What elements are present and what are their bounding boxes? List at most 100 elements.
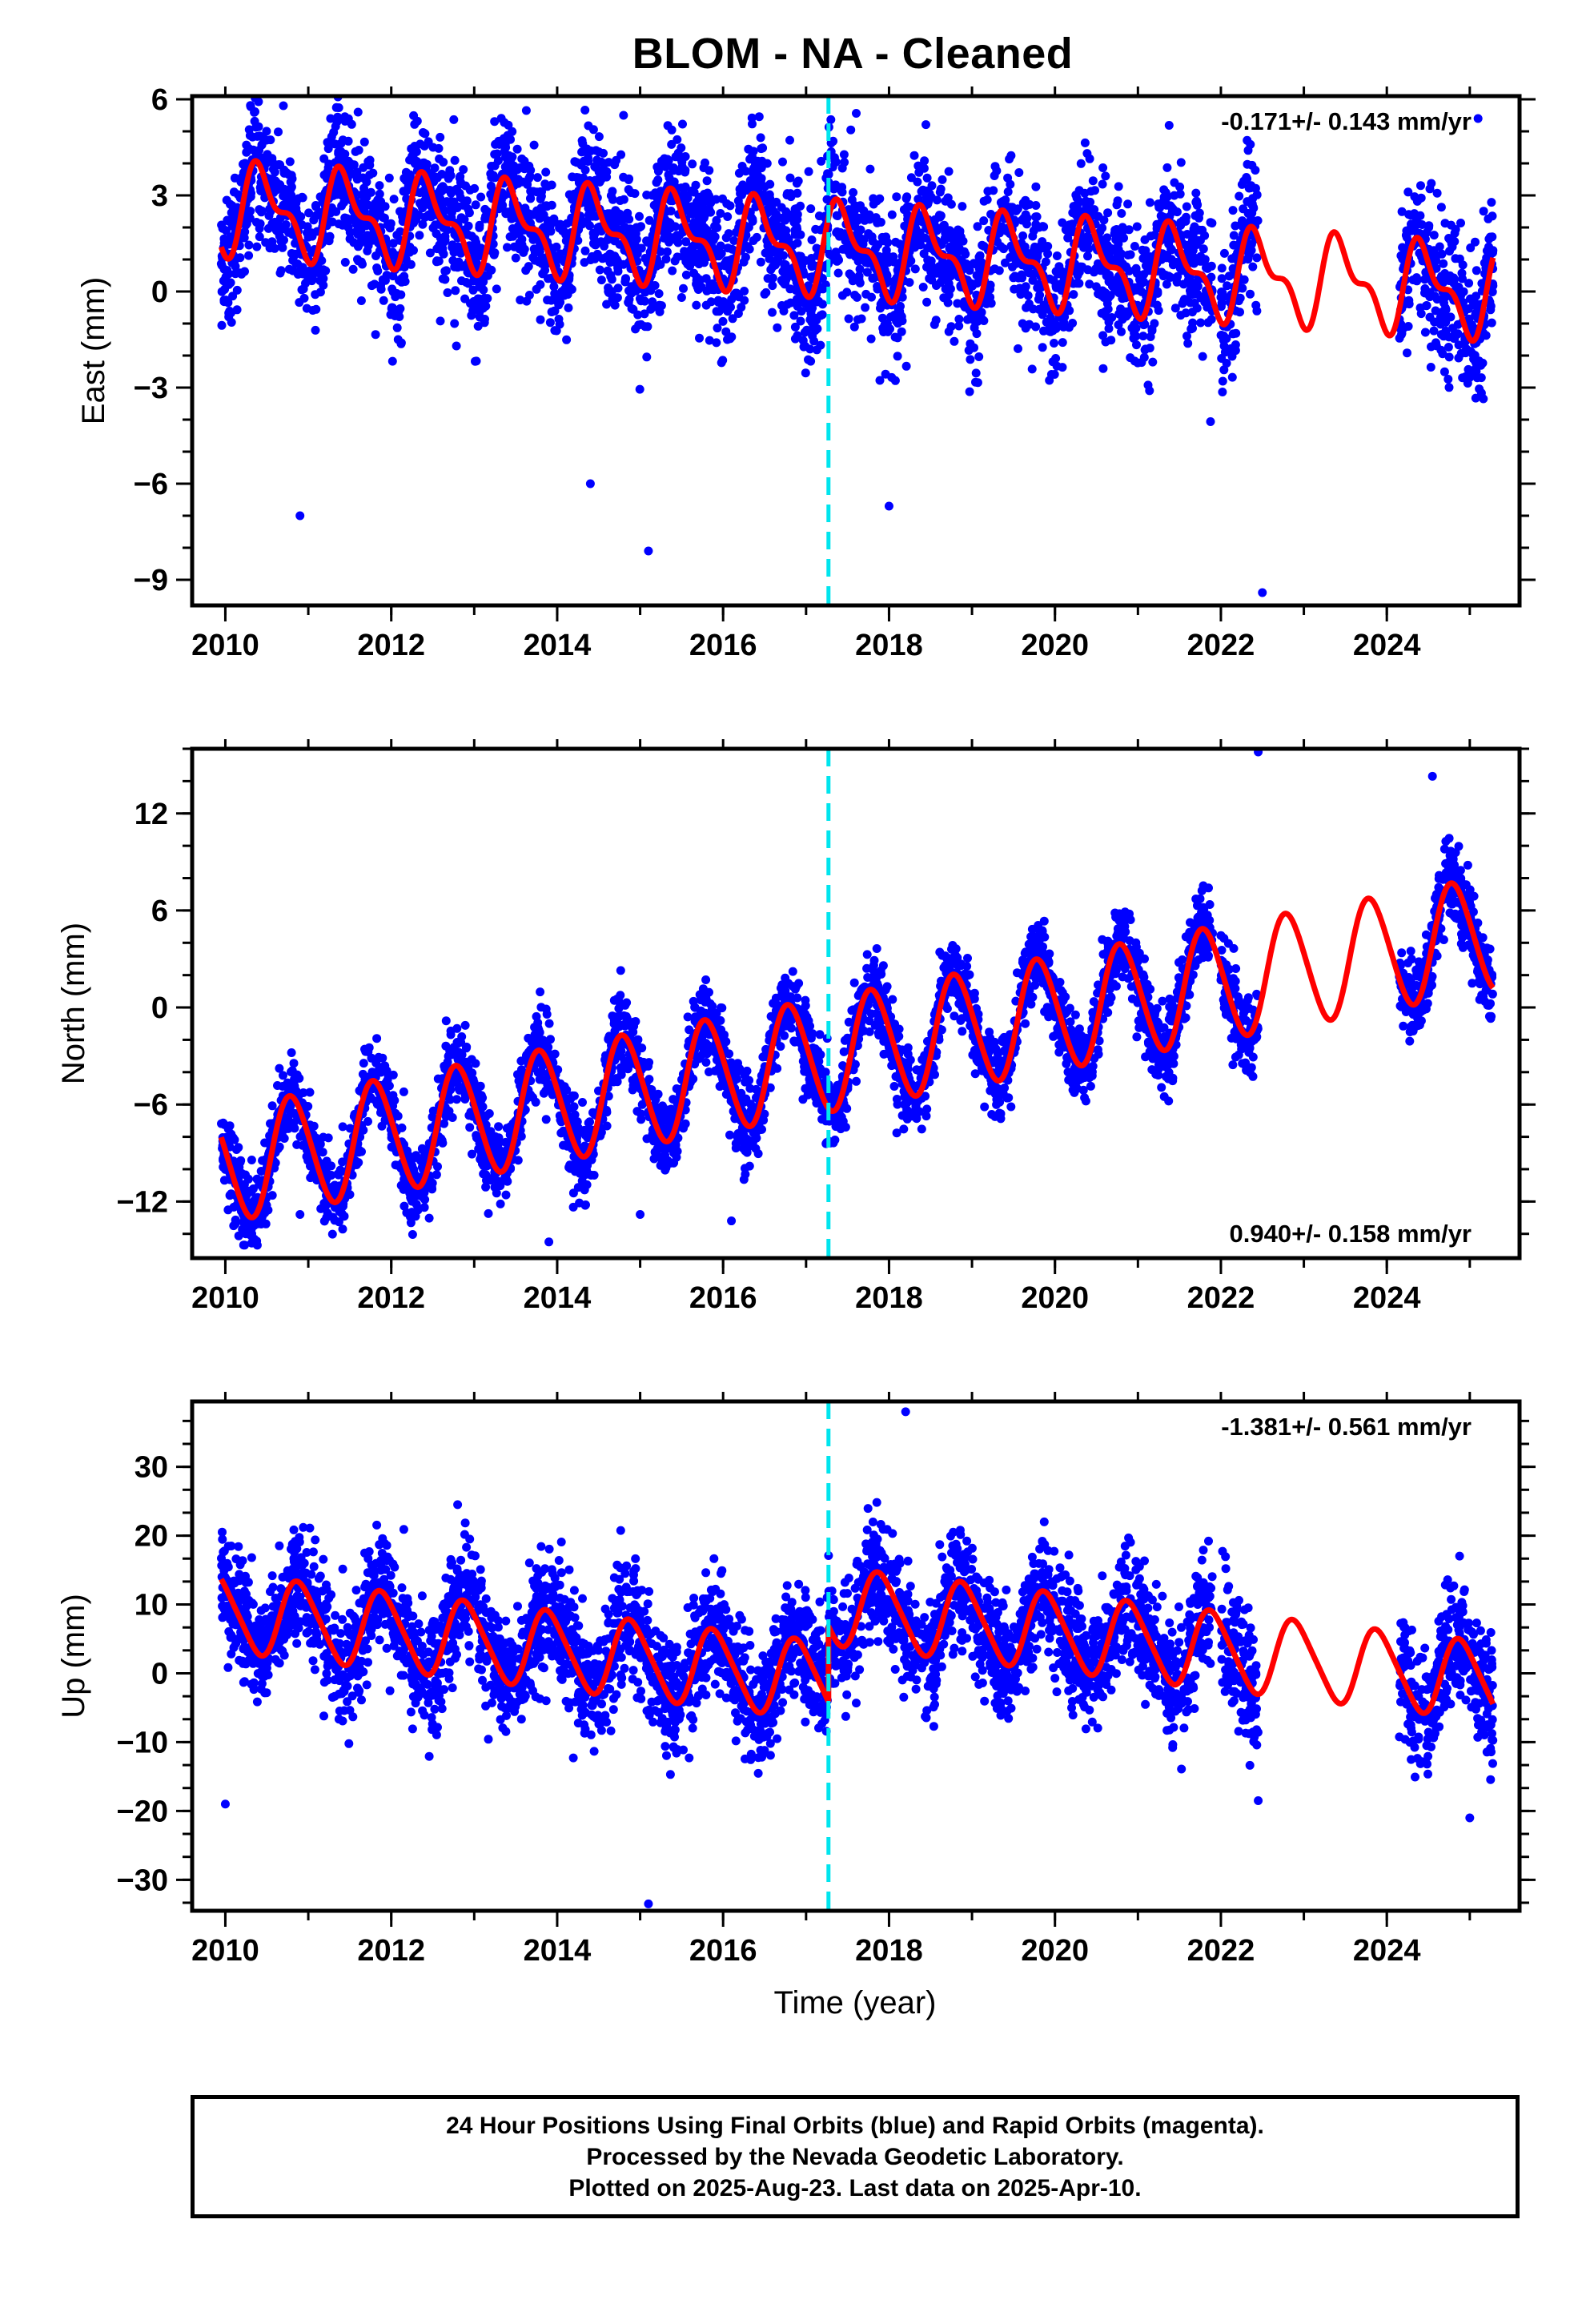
data-point	[449, 115, 459, 124]
data-point	[747, 151, 757, 161]
data-point	[1152, 300, 1162, 310]
data-point	[624, 215, 634, 224]
data-point	[1023, 291, 1033, 300]
data-point	[922, 297, 932, 307]
data-point	[804, 167, 813, 176]
data-point	[492, 284, 501, 294]
y-tick-label: 3	[151, 179, 168, 213]
data-point	[644, 215, 654, 225]
data-point	[1479, 207, 1488, 216]
data-point	[415, 73, 424, 82]
data-point	[635, 211, 644, 221]
data-point	[1016, 290, 1026, 299]
data-point	[564, 190, 574, 199]
data-point	[756, 257, 765, 267]
data-point	[1192, 304, 1202, 313]
data-point	[913, 195, 923, 203]
data-point	[681, 270, 691, 279]
data-point	[619, 195, 628, 204]
data-point	[843, 245, 853, 255]
data-point	[1145, 198, 1154, 207]
data-point	[769, 215, 778, 225]
data-point	[607, 287, 616, 296]
data-point	[1003, 187, 1013, 196]
data-point	[1244, 183, 1254, 193]
data-point	[512, 144, 522, 154]
data-point	[801, 368, 810, 378]
data-point	[1098, 223, 1107, 233]
data-point	[943, 193, 953, 203]
data-point	[697, 206, 707, 215]
data-point	[921, 120, 930, 130]
data-point	[748, 215, 757, 224]
data-point	[699, 197, 709, 207]
data-point	[700, 258, 709, 267]
data-point	[944, 290, 954, 300]
data-point	[400, 263, 409, 272]
data-point	[515, 238, 524, 247]
data-point	[785, 284, 795, 294]
data-point	[972, 271, 982, 280]
data-point	[536, 315, 545, 324]
data-point	[1218, 388, 1227, 396]
data-point	[817, 310, 827, 320]
data-point	[935, 187, 945, 197]
data-point	[1038, 237, 1047, 247]
data-point	[456, 248, 466, 258]
data-point	[780, 268, 789, 278]
data-point	[1465, 347, 1475, 356]
data-point	[1217, 263, 1227, 273]
y-axis-label: East (mm)	[76, 277, 111, 424]
data-point	[1028, 275, 1038, 285]
data-point	[702, 176, 712, 186]
data-point	[503, 243, 512, 252]
data-point	[1398, 243, 1407, 252]
data-point	[1025, 268, 1034, 278]
data-point	[436, 132, 445, 142]
data-point	[673, 238, 683, 247]
data-point	[1437, 308, 1447, 317]
data-point	[475, 282, 484, 292]
data-point	[564, 283, 574, 292]
data-point	[1476, 373, 1486, 383]
data-point	[1058, 322, 1068, 332]
data-point	[532, 173, 542, 183]
data-point	[536, 195, 545, 203]
data-point	[1182, 202, 1191, 211]
data-point	[409, 111, 419, 120]
data-point	[278, 243, 287, 252]
data-point	[796, 316, 805, 326]
outlier-point	[644, 546, 653, 556]
data-point	[716, 209, 725, 218]
data-point	[1443, 375, 1453, 384]
data-point	[1153, 288, 1162, 298]
data-point	[324, 159, 334, 169]
data-point	[713, 296, 723, 305]
data-point	[244, 251, 254, 260]
x-tick-label: 2022	[1187, 629, 1255, 662]
data-point	[597, 166, 607, 175]
data-point	[500, 162, 510, 171]
data-point	[251, 107, 259, 116]
data-point	[890, 376, 900, 385]
data-point	[508, 210, 517, 219]
data-point	[944, 327, 954, 336]
data-point	[1048, 357, 1058, 367]
data-point	[1466, 243, 1476, 252]
data-point	[1069, 290, 1078, 300]
data-point	[1068, 319, 1078, 328]
data-point	[747, 113, 757, 123]
data-point	[536, 987, 545, 997]
data-point	[754, 112, 764, 122]
data-point	[506, 135, 515, 144]
data-point	[1247, 208, 1257, 218]
data-point	[817, 156, 826, 166]
data-point	[1080, 138, 1090, 147]
data-point	[494, 136, 504, 146]
data-point	[590, 240, 600, 250]
data-point	[315, 287, 325, 297]
data-point	[1024, 299, 1034, 308]
data-point	[873, 218, 882, 227]
data-point	[610, 251, 620, 261]
data-point	[1444, 383, 1454, 392]
